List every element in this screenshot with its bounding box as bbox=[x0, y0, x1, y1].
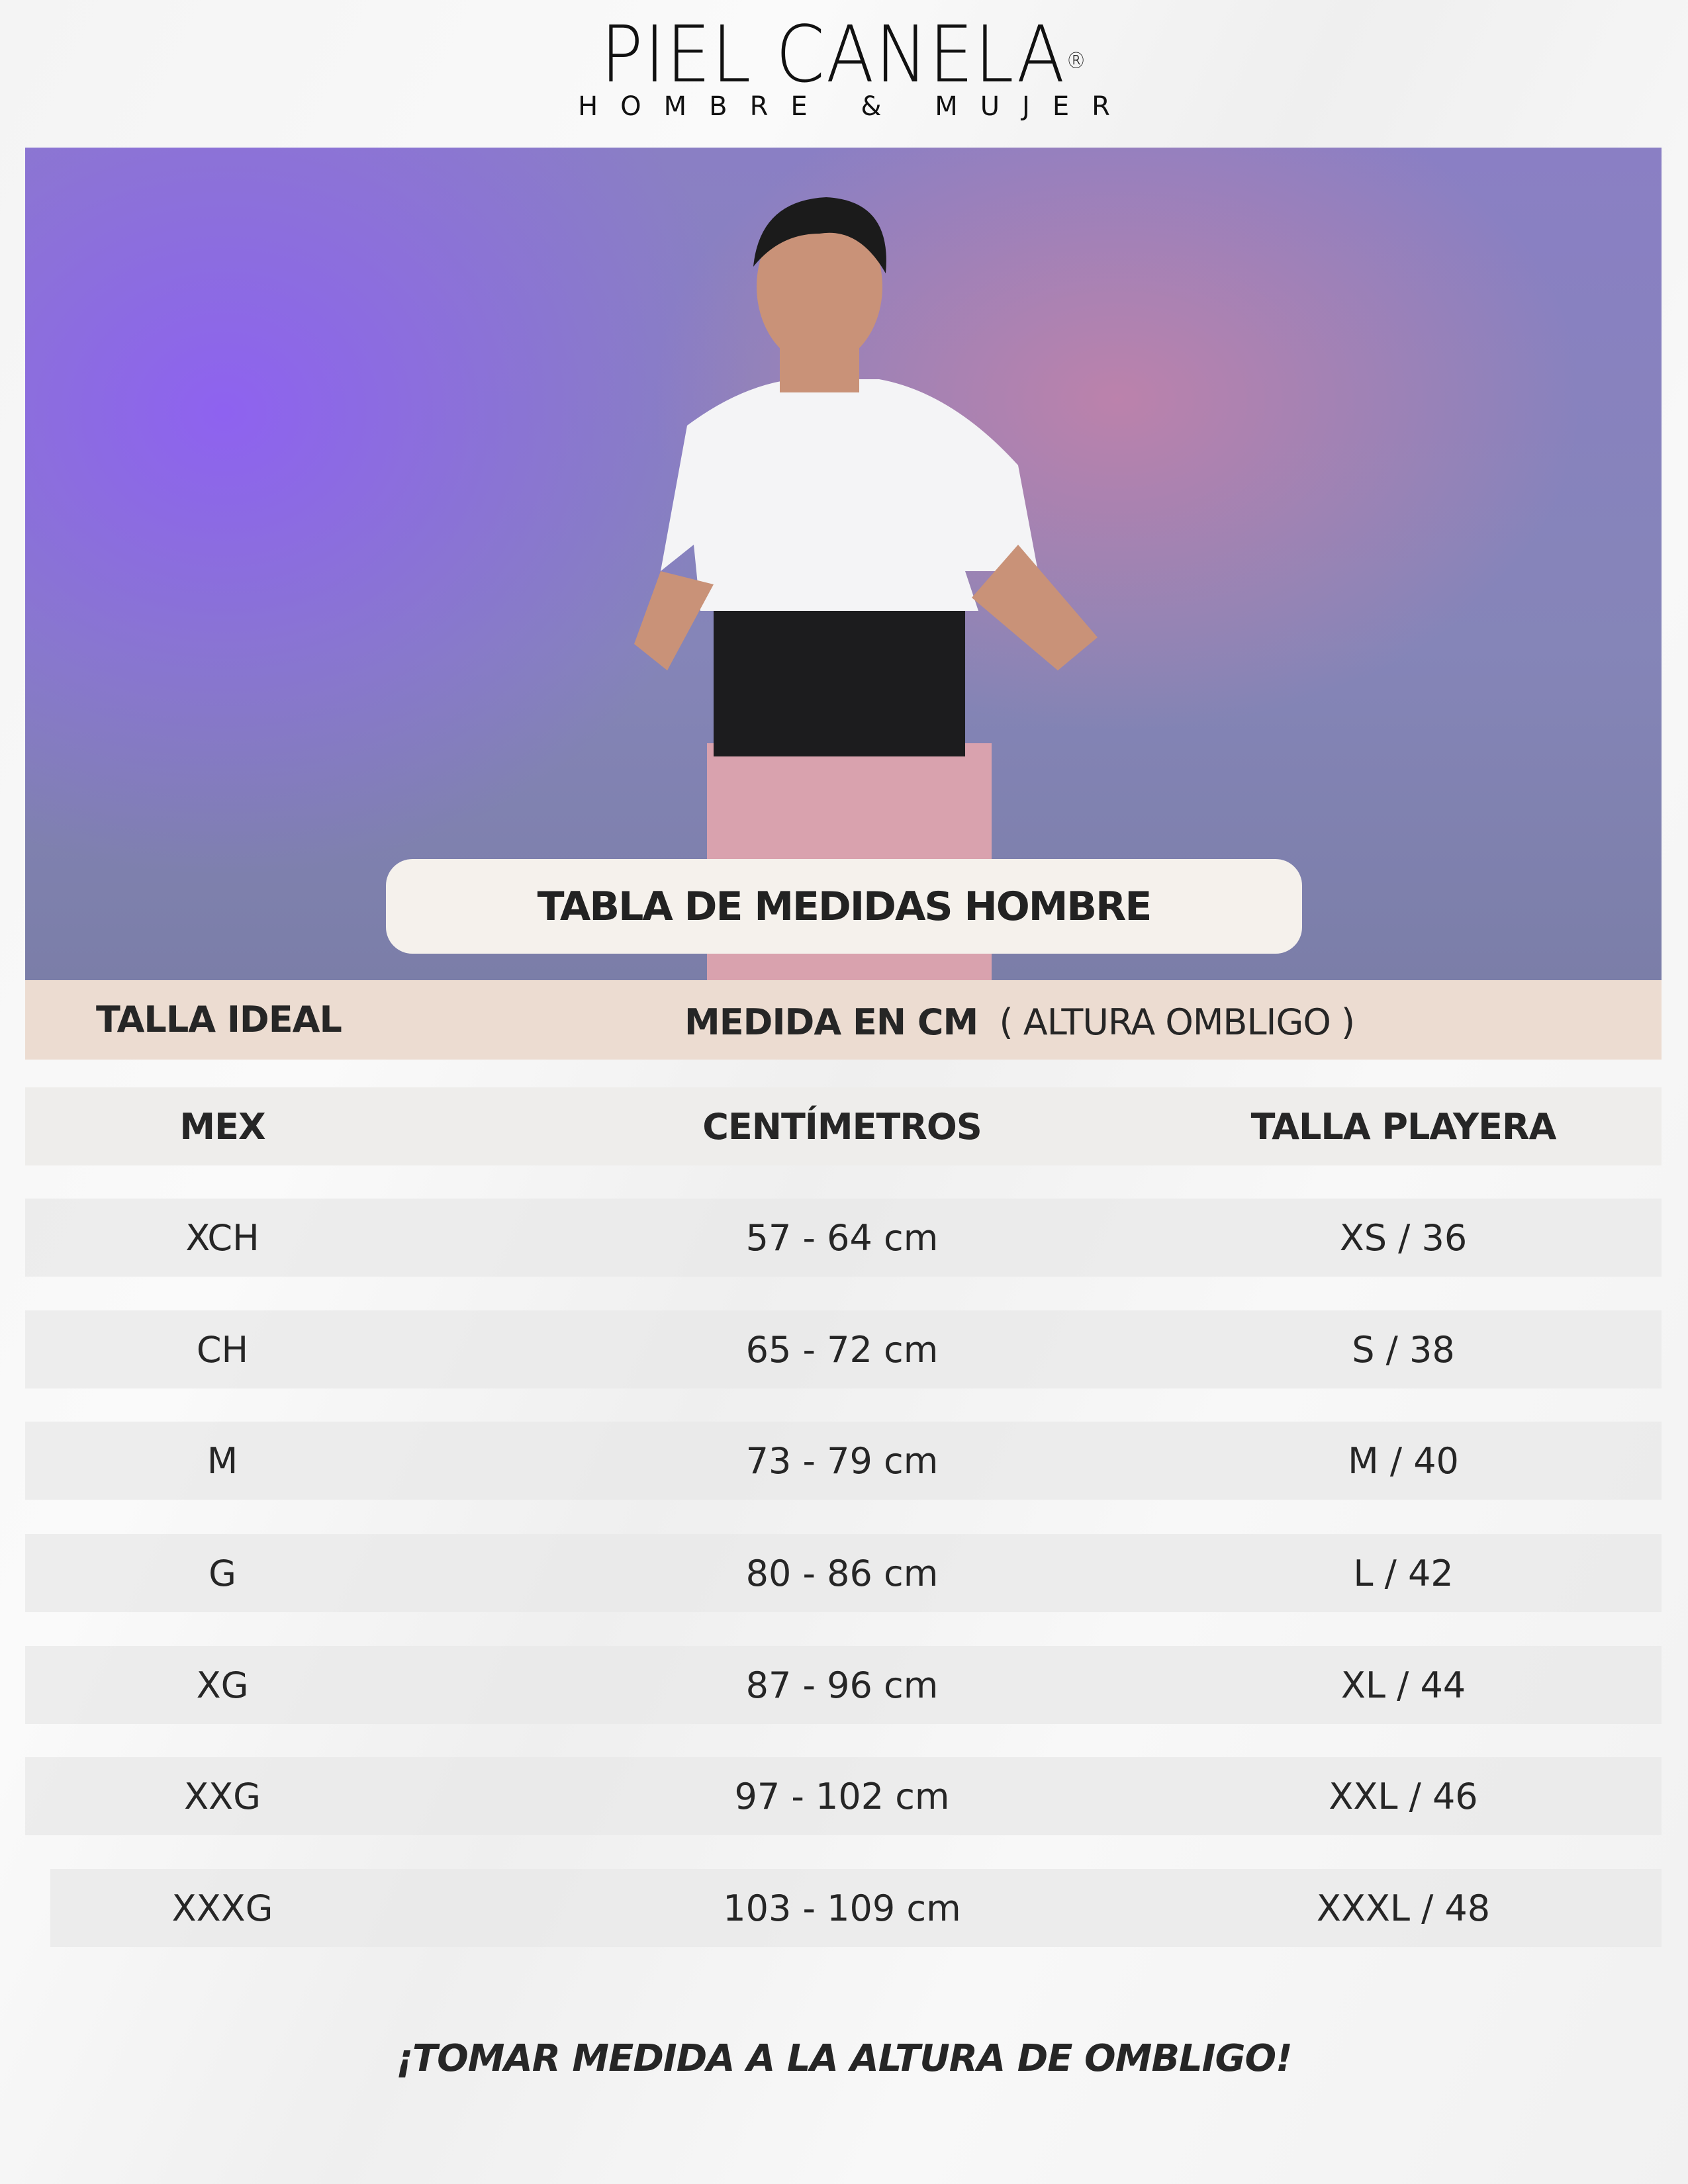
cell-centimeters: 97 - 102 cm bbox=[734, 1775, 950, 1817]
cell-shirt-size: S / 38 bbox=[1352, 1328, 1455, 1371]
table-row: XCH 57 - 64 cm XS / 36 bbox=[25, 1199, 1662, 1277]
cell-mex: XCH bbox=[185, 1216, 259, 1259]
face bbox=[757, 207, 882, 366]
cell-mex: XXG bbox=[184, 1775, 261, 1817]
cell-centimeters: 65 - 72 cm bbox=[745, 1328, 939, 1371]
brand-name: PIEL CANELA bbox=[600, 9, 1066, 100]
cell-centimeters: 57 - 64 cm bbox=[745, 1216, 939, 1259]
cell-centimeters: 87 - 96 cm bbox=[745, 1664, 939, 1706]
arms bbox=[634, 545, 1098, 670]
header-shirt-size: TALLA PLAYERA bbox=[1250, 1105, 1557, 1148]
cell-shirt-size: L / 42 bbox=[1353, 1552, 1454, 1594]
ideal-size-label: TALLA IDEAL bbox=[96, 999, 342, 1040]
table-row: XG 87 - 96 cm XL / 44 bbox=[25, 1646, 1662, 1724]
size-band-header: TALLA IDEAL MEDIDA EN CM ( ALTURA OMBLIG… bbox=[25, 980, 1662, 1060]
table-row: M 73 - 79 cm M / 40 bbox=[25, 1422, 1662, 1500]
brand-logo: PIEL CANELA® bbox=[85, 15, 1604, 94]
footer-note: ¡TOMAR MEDIDA A LA ALTURA DE OMBLIGO! bbox=[396, 2037, 1292, 2080]
hair bbox=[753, 197, 886, 273]
measurement-unit: MEDIDA EN CM bbox=[684, 1001, 978, 1043]
white-polo-shirt bbox=[661, 379, 1038, 611]
cell-mex: M bbox=[207, 1439, 238, 1482]
table-row: CH 65 - 72 cm S / 38 bbox=[25, 1310, 1662, 1388]
table-row: G 80 - 86 cm L / 42 bbox=[25, 1534, 1662, 1612]
model-illustration bbox=[634, 197, 1098, 980]
cell-shirt-size: XS / 36 bbox=[1339, 1216, 1468, 1259]
cell-shirt-size: XXXL / 48 bbox=[1316, 1887, 1491, 1929]
table-row: XXXG 103 - 109 cm XXXL / 48 bbox=[50, 1869, 1662, 1947]
registered-mark: ® bbox=[1066, 48, 1088, 74]
cell-mex: XG bbox=[196, 1664, 249, 1706]
header-centimeters: CENTÍMETROS bbox=[702, 1105, 982, 1148]
brand-tagline: HOMBRE & MUJER bbox=[578, 91, 1133, 122]
cell-mex: CH bbox=[196, 1328, 249, 1371]
cell-centimeters: 103 - 109 cm bbox=[723, 1887, 961, 1929]
cell-mex: XXXG bbox=[171, 1887, 273, 1929]
cell-centimeters: 73 - 79 cm bbox=[745, 1439, 939, 1482]
cell-centimeters: 80 - 86 cm bbox=[745, 1552, 939, 1594]
table-row: XXG 97 - 102 cm XXL / 46 bbox=[25, 1757, 1662, 1835]
cell-mex: G bbox=[209, 1552, 236, 1594]
chart-title-banner: TABLA DE MEDIDAS HOMBRE bbox=[386, 859, 1302, 954]
cell-shirt-size: XXL / 46 bbox=[1329, 1775, 1478, 1817]
cell-shirt-size: M / 40 bbox=[1348, 1439, 1459, 1482]
table-header-row: MEX CENTÍMETROS TALLA PLAYERA bbox=[25, 1087, 1662, 1165]
header-mex: MEX bbox=[179, 1105, 265, 1148]
measurement-note: ( ALTURA OMBLIGO ) bbox=[999, 1001, 1356, 1043]
waist-trainer bbox=[714, 598, 965, 756]
hero-photo bbox=[25, 148, 1662, 980]
measurement-label: MEDIDA EN CM ( ALTURA OMBLIGO ) bbox=[684, 1001, 1356, 1043]
cell-shirt-size: XL / 44 bbox=[1340, 1664, 1466, 1706]
